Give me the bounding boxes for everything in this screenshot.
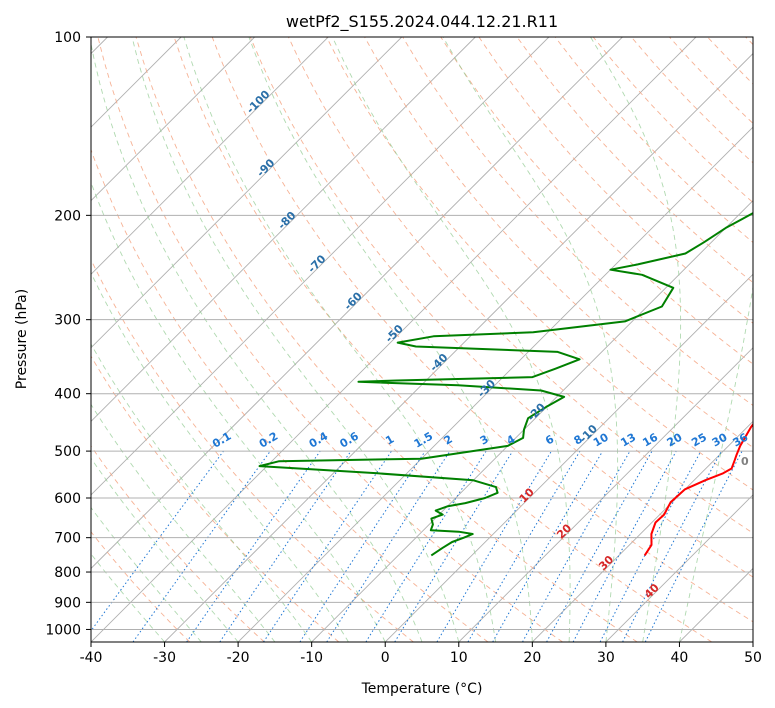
x-tick-label: -10 xyxy=(300,650,323,666)
dry-adiabat-line xyxy=(516,37,753,284)
background-isolines xyxy=(91,37,753,642)
y-tick-label: 700 xyxy=(54,531,81,547)
moist-adiabat-line xyxy=(91,41,423,642)
dry-adiabat-line xyxy=(173,37,713,642)
mixing-ratio-line xyxy=(219,450,352,642)
x-tick-label: 10 xyxy=(450,650,468,666)
moist-adiabat-line xyxy=(248,37,533,642)
isotherm-line xyxy=(458,347,753,642)
dry-adiabat-line xyxy=(91,148,489,642)
mixing-ratio-line xyxy=(263,450,392,642)
y-tick-label: 300 xyxy=(54,313,81,329)
moist-adiabat-line xyxy=(331,37,571,642)
mixing-ratio-line xyxy=(186,450,321,642)
isotherm-line xyxy=(384,273,753,642)
dry-adiabat-line xyxy=(91,445,265,642)
moist-adiabat-line xyxy=(91,553,165,642)
isotherm-line xyxy=(91,37,329,275)
mixing-ratio-line xyxy=(572,450,677,642)
moist-adiabat-line xyxy=(91,343,313,642)
mixing-ratio-line xyxy=(299,450,426,642)
chart-title: wetPf2_S155.2024.044.12.21.R11 xyxy=(286,12,558,32)
grid-lines xyxy=(91,37,753,630)
mixing-ratio-line xyxy=(326,450,451,642)
isotherm-line xyxy=(91,37,403,349)
x-tick-label: -30 xyxy=(153,650,176,666)
dry-adiabat-line xyxy=(402,37,753,407)
x-tick-label: -20 xyxy=(227,650,250,666)
moist-adiabat-line xyxy=(91,181,386,642)
mixing-ratio-line xyxy=(132,450,271,642)
moist-adiabat-line xyxy=(183,37,497,642)
x-tick-label: 30 xyxy=(597,650,615,666)
dry-adiabat-line xyxy=(97,37,563,642)
y-tick-label: 200 xyxy=(54,208,81,224)
y-tick-label: 900 xyxy=(54,595,81,611)
dry-adiabat-line xyxy=(91,531,191,642)
moist-adiabat-line xyxy=(91,271,349,642)
isotherm-line xyxy=(91,37,623,570)
x-tick-label: 40 xyxy=(671,650,689,666)
isotherm-line xyxy=(164,52,753,642)
isotherm-line xyxy=(532,420,753,642)
mixing-ratio-line xyxy=(522,450,631,642)
mixing-ratio-line xyxy=(546,450,653,642)
moist-adiabat-line xyxy=(91,506,202,642)
dry-adiabat-line xyxy=(287,37,753,534)
isotherm-line xyxy=(91,37,476,422)
y-tick-label: 500 xyxy=(54,444,81,460)
moist-adiabat-line xyxy=(131,37,460,642)
isotherm-line xyxy=(605,494,753,642)
y-tick-label: 1000 xyxy=(45,622,81,638)
x-axis-ticks: -40 -30 -20 -10 0 10 20 30 40 50 xyxy=(80,642,762,666)
dry-adiabat-line xyxy=(211,37,753,623)
moist-adiabat-line xyxy=(91,457,239,642)
isotherm-line xyxy=(91,37,255,202)
mixing-ratio-line xyxy=(394,450,514,642)
x-tick-label: 20 xyxy=(523,650,541,666)
x-tick-label: 0 xyxy=(381,650,390,666)
dry-adiabat-line xyxy=(249,37,753,578)
moist-adiabat-line xyxy=(442,37,619,642)
y-tick-label: 400 xyxy=(54,387,81,403)
dry-adiabat-line xyxy=(135,37,638,642)
dry-adiabat-line xyxy=(440,37,753,365)
isotherm-line xyxy=(237,126,753,642)
x-tick-label: -40 xyxy=(80,650,103,666)
y-axis-label: Pressure (hPa) xyxy=(14,289,30,389)
moist-adiabat-line xyxy=(590,37,682,642)
moist-adiabat-line xyxy=(91,403,276,642)
moisture-profile-line xyxy=(258,212,753,557)
mixing-ratio-line xyxy=(91,450,224,632)
plot-area: -100-90-80-70-60-50-40-30-20-100.1 0.2 0.4… xyxy=(91,37,753,642)
y-tick-label: 100 xyxy=(54,30,81,46)
mixing-ratio-line xyxy=(644,450,743,642)
plot-frame xyxy=(90,36,754,643)
dry-adiabat-line xyxy=(91,355,340,642)
x-axis-label: Temperature (°C) xyxy=(361,681,483,697)
y-tick-label: 800 xyxy=(54,565,81,581)
y-tick-label: 600 xyxy=(54,491,81,507)
profile-series xyxy=(258,212,753,557)
y-axis-ticks: 100 200 300 400 500 600 700 800 900 1000 xyxy=(45,30,91,638)
isotherm-line xyxy=(91,37,550,496)
lcl-marker-label: 0 xyxy=(741,455,749,468)
x-tick-label: 50 xyxy=(744,650,762,666)
dry-adiabat-line xyxy=(91,258,414,642)
temperature-profile-line xyxy=(643,422,753,556)
